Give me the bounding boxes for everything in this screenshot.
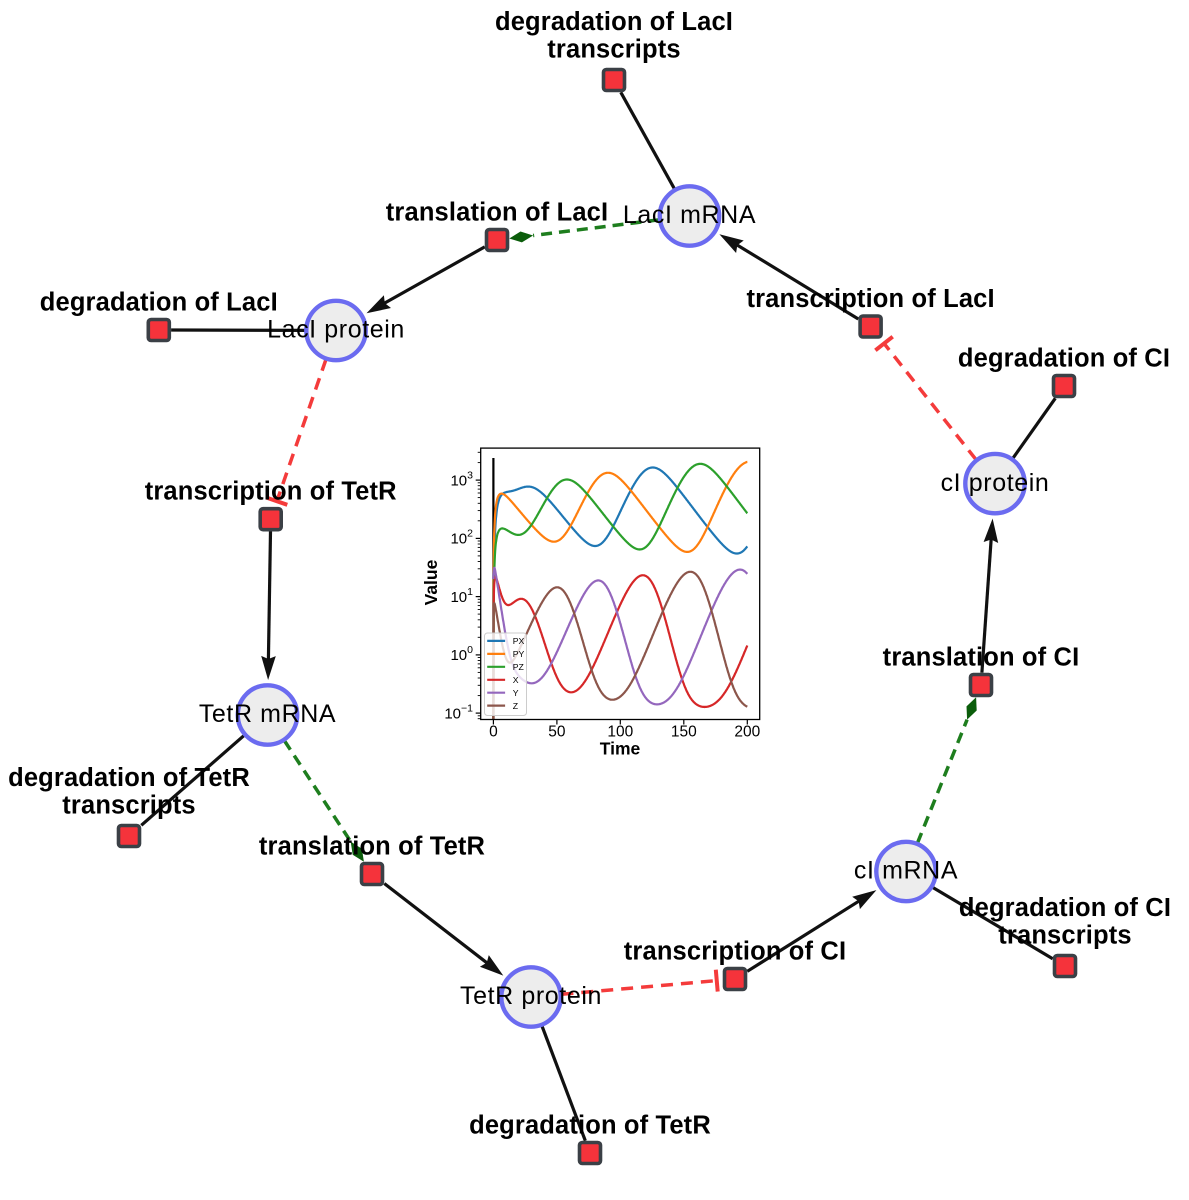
svg-text:degradation of TetR: degradation of TetR	[469, 1112, 711, 1140]
svg-text:Time: Time	[600, 739, 641, 759]
svg-text:X: X	[513, 675, 519, 685]
svg-text:transcription of LacI: transcription of LacI	[746, 285, 994, 313]
svg-text:transcripts: transcripts	[998, 922, 1131, 950]
svg-text:translation of LacI: translation of LacI	[386, 199, 608, 227]
svg-text:degradation of TetR: degradation of TetR	[8, 764, 250, 792]
svg-text:0: 0	[489, 724, 498, 741]
svg-text:100: 100	[450, 644, 473, 664]
svg-text:100: 100	[607, 724, 633, 741]
svg-text:degradation of CI: degradation of CI	[958, 345, 1170, 373]
svg-text:50: 50	[548, 724, 566, 741]
svg-text:PX: PX	[513, 636, 525, 646]
svg-text:LacI mRNA: LacI mRNA	[623, 201, 756, 229]
svg-text:Value: Value	[421, 559, 441, 605]
svg-text:150: 150	[671, 724, 697, 741]
svg-text:degradation of CI: degradation of CI	[959, 894, 1171, 922]
svg-text:translation of CI: translation of CI	[883, 644, 1080, 672]
svg-text:translation of TetR: translation of TetR	[259, 833, 485, 861]
svg-text:Z: Z	[513, 701, 519, 711]
svg-text:transcription of CI: transcription of CI	[624, 938, 846, 966]
svg-text:Y: Y	[513, 688, 519, 698]
svg-text:102: 102	[450, 528, 473, 548]
svg-text:degradation of LacI: degradation of LacI	[40, 289, 278, 317]
svg-text:transcripts: transcripts	[62, 792, 195, 820]
svg-text:transcription of TetR: transcription of TetR	[145, 478, 397, 506]
svg-text:PZ: PZ	[513, 662, 525, 672]
svg-text:PY: PY	[513, 649, 525, 659]
svg-text:cI protein: cI protein	[941, 469, 1050, 497]
svg-text:200: 200	[734, 724, 760, 741]
svg-text:LacI protein: LacI protein	[267, 316, 405, 344]
svg-text:transcripts: transcripts	[547, 36, 680, 64]
svg-text:degradation of LacI: degradation of LacI	[495, 8, 733, 36]
svg-text:10−1: 10−1	[444, 702, 473, 722]
svg-text:103: 103	[450, 469, 473, 489]
svg-text:cI mRNA: cI mRNA	[854, 857, 958, 885]
svg-text:TetR protein: TetR protein	[460, 982, 602, 1010]
svg-text:101: 101	[450, 586, 473, 606]
svg-text:TetR mRNA: TetR mRNA	[199, 700, 336, 728]
